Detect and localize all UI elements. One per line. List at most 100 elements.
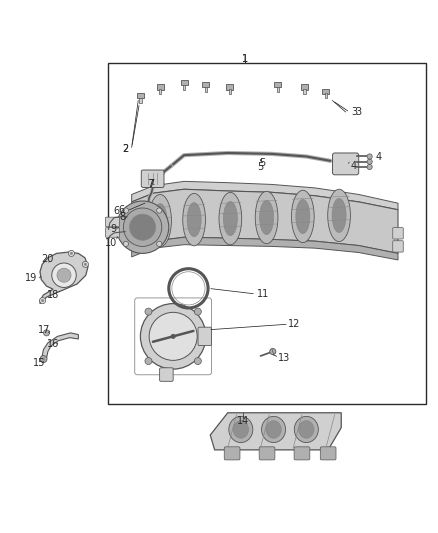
Text: 3: 3 xyxy=(351,107,357,117)
Circle shape xyxy=(171,334,175,338)
Circle shape xyxy=(130,214,155,240)
Text: 20: 20 xyxy=(42,254,54,264)
Circle shape xyxy=(194,358,201,365)
Text: 12: 12 xyxy=(288,319,300,329)
Ellipse shape xyxy=(149,195,171,247)
FancyBboxPatch shape xyxy=(108,63,426,404)
Ellipse shape xyxy=(294,416,318,442)
Circle shape xyxy=(39,297,46,304)
Ellipse shape xyxy=(260,200,274,235)
Polygon shape xyxy=(210,413,341,450)
FancyBboxPatch shape xyxy=(275,82,282,87)
Text: 17: 17 xyxy=(38,325,50,335)
FancyBboxPatch shape xyxy=(106,228,120,237)
Text: 18: 18 xyxy=(47,290,59,300)
Circle shape xyxy=(141,304,206,369)
FancyBboxPatch shape xyxy=(180,80,187,85)
Circle shape xyxy=(124,208,162,246)
Text: 7: 7 xyxy=(147,179,153,189)
Circle shape xyxy=(124,208,128,213)
Text: 16: 16 xyxy=(47,339,59,349)
Circle shape xyxy=(149,312,197,360)
Text: 15: 15 xyxy=(33,358,45,368)
Circle shape xyxy=(82,261,88,268)
Text: 1: 1 xyxy=(242,54,248,63)
Ellipse shape xyxy=(291,190,314,243)
Ellipse shape xyxy=(332,198,346,232)
Ellipse shape xyxy=(219,192,242,245)
FancyBboxPatch shape xyxy=(159,368,173,381)
FancyBboxPatch shape xyxy=(224,447,240,460)
FancyBboxPatch shape xyxy=(137,93,144,99)
Ellipse shape xyxy=(223,201,237,236)
Circle shape xyxy=(41,299,44,302)
Text: 10: 10 xyxy=(105,238,117,248)
Text: 7: 7 xyxy=(148,179,155,189)
FancyBboxPatch shape xyxy=(106,217,120,227)
FancyBboxPatch shape xyxy=(303,89,306,94)
FancyBboxPatch shape xyxy=(325,93,327,99)
Text: 9: 9 xyxy=(110,223,117,233)
FancyBboxPatch shape xyxy=(156,84,163,90)
Text: 6: 6 xyxy=(113,206,120,216)
FancyBboxPatch shape xyxy=(141,170,164,188)
FancyBboxPatch shape xyxy=(229,89,231,94)
FancyBboxPatch shape xyxy=(276,87,279,92)
Ellipse shape xyxy=(255,191,278,244)
Circle shape xyxy=(42,358,45,360)
Circle shape xyxy=(367,154,372,159)
FancyBboxPatch shape xyxy=(300,84,307,90)
Text: 2: 2 xyxy=(123,143,129,154)
FancyBboxPatch shape xyxy=(198,327,212,345)
Ellipse shape xyxy=(183,193,205,246)
FancyBboxPatch shape xyxy=(393,228,403,239)
FancyBboxPatch shape xyxy=(205,87,207,92)
Circle shape xyxy=(117,201,169,253)
Circle shape xyxy=(124,241,128,246)
Circle shape xyxy=(145,358,152,365)
Polygon shape xyxy=(132,181,398,210)
Ellipse shape xyxy=(328,189,350,241)
Circle shape xyxy=(52,263,76,287)
Polygon shape xyxy=(132,237,398,260)
Circle shape xyxy=(57,268,71,282)
Circle shape xyxy=(68,251,74,256)
Text: 8: 8 xyxy=(119,212,125,222)
Circle shape xyxy=(145,308,152,315)
Text: 4: 4 xyxy=(375,152,381,163)
Ellipse shape xyxy=(233,421,248,438)
FancyBboxPatch shape xyxy=(202,82,209,87)
Text: 4: 4 xyxy=(350,161,357,171)
Polygon shape xyxy=(40,252,88,304)
FancyBboxPatch shape xyxy=(294,447,310,460)
Ellipse shape xyxy=(229,416,253,442)
Circle shape xyxy=(367,159,372,164)
FancyBboxPatch shape xyxy=(183,85,185,90)
Circle shape xyxy=(43,330,49,336)
Text: 1: 1 xyxy=(242,54,248,63)
Circle shape xyxy=(84,263,87,265)
Text: 5: 5 xyxy=(260,158,266,167)
Text: 3: 3 xyxy=(356,107,362,117)
FancyBboxPatch shape xyxy=(393,241,403,252)
Circle shape xyxy=(157,241,162,246)
Circle shape xyxy=(70,252,73,255)
Circle shape xyxy=(367,164,372,169)
FancyBboxPatch shape xyxy=(320,447,336,460)
Circle shape xyxy=(194,308,201,315)
Circle shape xyxy=(157,208,162,213)
Ellipse shape xyxy=(299,421,314,438)
Circle shape xyxy=(270,349,276,354)
FancyBboxPatch shape xyxy=(159,89,162,94)
FancyBboxPatch shape xyxy=(332,153,359,175)
Ellipse shape xyxy=(187,203,201,237)
Text: 5: 5 xyxy=(258,162,264,172)
Ellipse shape xyxy=(261,416,286,442)
Text: 14: 14 xyxy=(237,416,249,426)
FancyBboxPatch shape xyxy=(139,98,142,103)
Ellipse shape xyxy=(296,199,310,233)
FancyBboxPatch shape xyxy=(322,88,329,94)
Circle shape xyxy=(40,356,47,362)
Text: 19: 19 xyxy=(25,273,37,283)
FancyBboxPatch shape xyxy=(259,447,275,460)
